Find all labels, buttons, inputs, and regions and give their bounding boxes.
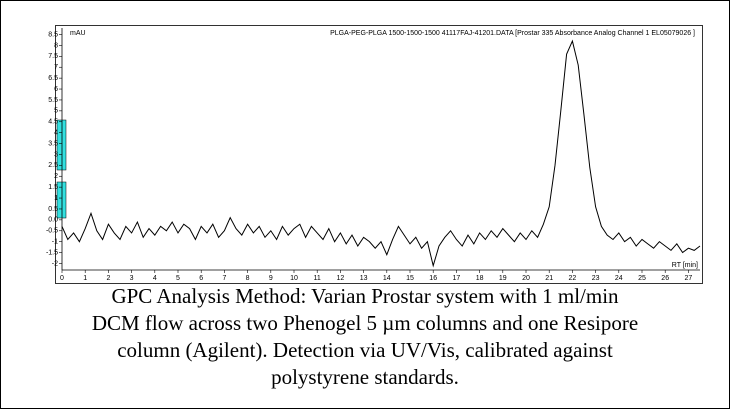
caption: DCM flow across two Phenogel 5 µm column… bbox=[92, 311, 638, 335]
caption: GPC Analysis Method: Varian Prostar syst… bbox=[111, 284, 619, 308]
x-tick-label: 7 bbox=[222, 275, 226, 282]
y-tick-label: 3.5 bbox=[48, 140, 58, 147]
marker bbox=[56, 181, 67, 219]
y-tick-label: 8.5 bbox=[48, 31, 58, 38]
x-tick-label: 19 bbox=[499, 275, 507, 282]
x-axis-title: RT [min] bbox=[672, 262, 698, 269]
y-tick-label: 5 bbox=[54, 108, 58, 115]
x-tick-label: 4 bbox=[153, 275, 157, 282]
x-tick-label: 14 bbox=[383, 275, 391, 282]
y-tick-label: 8 bbox=[54, 42, 58, 49]
x-tick-label: 26 bbox=[661, 275, 669, 282]
caption: polystyrene standards. bbox=[271, 365, 459, 389]
y-tick-label: 2 bbox=[54, 173, 58, 180]
y-tick-label: -2 bbox=[52, 260, 58, 267]
caption: column (Agilent). Detection via UV/Vis, … bbox=[117, 338, 613, 362]
y-tick-label: 3 bbox=[54, 151, 58, 158]
y-axis-title: mAU bbox=[70, 30, 86, 37]
y-tick-label: 5.5 bbox=[48, 97, 58, 104]
x-tick-label: 9 bbox=[269, 275, 273, 282]
x-tick-label: 1 bbox=[83, 275, 87, 282]
x-tick-label: 27 bbox=[685, 275, 693, 282]
x-tick-label: 22 bbox=[569, 275, 577, 282]
y-tick-label: -0.5 bbox=[46, 228, 58, 235]
x-tick-label: 0 bbox=[60, 275, 64, 282]
y-tick-label: 0.5 bbox=[48, 206, 58, 213]
signal-line bbox=[61, 39, 701, 268]
x-tick-label: 11 bbox=[314, 275, 321, 282]
x-tick-label: 3 bbox=[130, 275, 134, 282]
y-tick-label: 6 bbox=[54, 86, 58, 93]
y-tick-label: 7.5 bbox=[48, 53, 58, 60]
x-tick-label: 17 bbox=[453, 275, 461, 282]
y-tick-label: -1 bbox=[52, 239, 58, 246]
x-tick-label: 25 bbox=[638, 275, 646, 282]
x-tick-label: 23 bbox=[592, 275, 600, 282]
x-tick-label: 18 bbox=[476, 275, 484, 282]
x-tick-label: 24 bbox=[615, 275, 623, 282]
y-tick-label: 1 bbox=[54, 195, 58, 202]
x-tick-label: 5 bbox=[176, 275, 180, 282]
x-tick-label: 20 bbox=[522, 275, 530, 282]
y-tick-label: 7 bbox=[54, 64, 58, 71]
x-tick-label: 8 bbox=[246, 275, 250, 282]
x-tick-label: 10 bbox=[290, 275, 298, 282]
x-tick-label: 16 bbox=[429, 275, 437, 282]
header: PLGA-PEG-PLGA 1500-1500-1500 41117FAJ-41… bbox=[330, 30, 695, 37]
y-tick-label: 4 bbox=[54, 129, 58, 136]
chart-frame bbox=[55, 25, 703, 284]
x-tick-label: 12 bbox=[337, 275, 345, 282]
x-tick-label: 2 bbox=[106, 275, 110, 282]
marker bbox=[56, 119, 67, 171]
y-tick-label: 1.5 bbox=[48, 184, 58, 191]
x-tick-label: 15 bbox=[406, 275, 414, 282]
y-tick-label: -1.5 bbox=[46, 249, 58, 256]
x-tick-label: 13 bbox=[360, 275, 368, 282]
y-tick-label: 6.5 bbox=[48, 75, 58, 82]
x-tick-label: 6 bbox=[199, 275, 203, 282]
y-tick-label: 0.0 bbox=[48, 217, 58, 224]
y-tick-label: 2.5 bbox=[48, 162, 58, 169]
y-tick-label: 4.5 bbox=[48, 119, 58, 126]
x-tick-label: 21 bbox=[545, 275, 553, 282]
